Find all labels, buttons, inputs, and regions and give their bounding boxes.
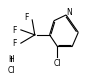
Text: Cl: Cl — [54, 59, 61, 68]
Text: F: F — [13, 40, 17, 48]
Text: F: F — [13, 26, 17, 35]
Text: F: F — [24, 13, 28, 22]
Text: H: H — [8, 55, 14, 64]
Text: N: N — [67, 8, 72, 17]
Text: Cl: Cl — [8, 66, 15, 75]
